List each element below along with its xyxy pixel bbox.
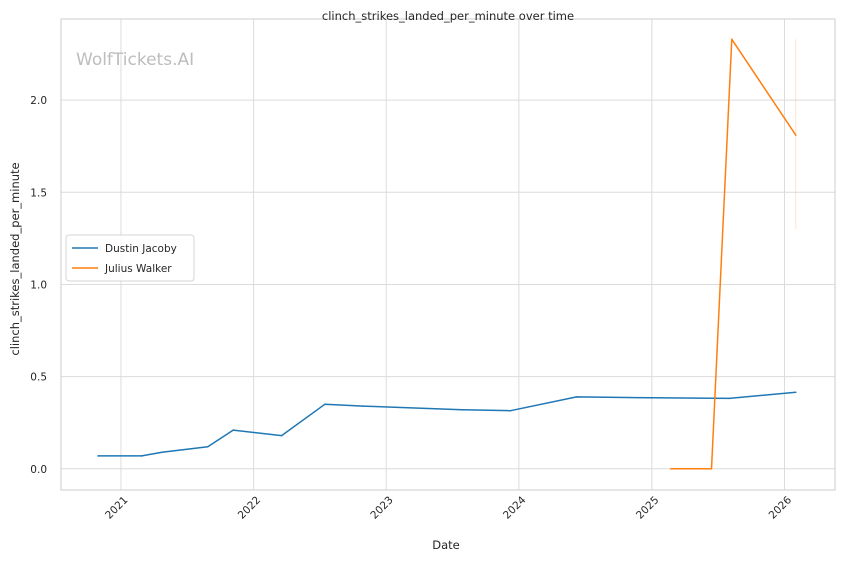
y-tick-label: 1.5 xyxy=(30,187,47,199)
legend-box xyxy=(65,234,195,282)
data-point-dustin-jacoby xyxy=(651,397,653,399)
data-point-dustin-jacoby xyxy=(324,403,326,406)
legend: Dustin Jacoby Julius Walker xyxy=(65,234,195,282)
data-point-julius-walker xyxy=(794,134,797,136)
data-point-dustin-jacoby xyxy=(232,429,235,431)
watermark: WolfTickets.AI xyxy=(76,50,194,70)
data-point-julius-walker xyxy=(731,38,733,41)
data-point-julius-walker xyxy=(669,468,672,470)
series-group xyxy=(97,38,797,470)
y-tick-label: 2.0 xyxy=(30,95,47,107)
data-point-dustin-jacoby xyxy=(575,396,578,398)
y-axis-ticks: 0.0 0.5 1.0 1.5 2.0 xyxy=(30,95,47,476)
data-point-dustin-jacoby xyxy=(461,409,463,411)
legend-label-dustin-jacoby: Dustin Jacoby xyxy=(105,243,177,255)
series-line-julius-walker xyxy=(670,38,797,470)
y-tick-label: 1.0 xyxy=(30,279,47,291)
plot-area-frame xyxy=(60,18,836,491)
chart-title: clinch_strikes_landed_per_minute over ti… xyxy=(322,9,574,23)
x-axis-label: Date xyxy=(432,538,460,552)
data-point-dustin-jacoby xyxy=(207,445,209,448)
data-point-dustin-jacoby xyxy=(794,391,797,394)
y-tick-label: 0.5 xyxy=(30,372,47,384)
data-point-dustin-jacoby xyxy=(728,397,731,400)
data-point-dustin-jacoby xyxy=(161,451,163,454)
y-tick-label: 0.0 xyxy=(30,464,47,476)
data-point-julius-walker xyxy=(710,468,713,470)
legend-label-julius-walker: Julius Walker xyxy=(104,263,172,275)
data-point-dustin-jacoby xyxy=(140,455,143,457)
data-point-dustin-jacoby xyxy=(97,455,99,457)
y-axis-label: clinch_strikes_landed_per_minute xyxy=(8,162,22,355)
series-line-dustin-jacoby xyxy=(98,391,796,457)
data-point-dustin-jacoby xyxy=(280,434,283,437)
data-point-dustin-jacoby xyxy=(509,409,512,412)
data-point-dustin-jacoby xyxy=(362,405,364,407)
